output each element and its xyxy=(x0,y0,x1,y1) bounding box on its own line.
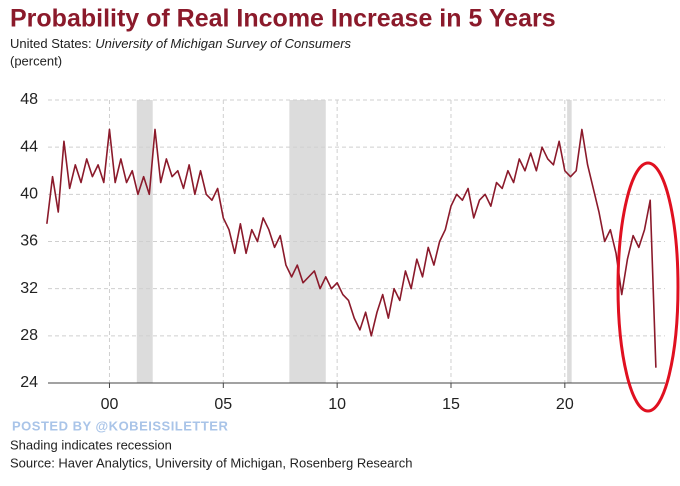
data-line xyxy=(46,128,657,368)
subtitle: United States: University of Michigan Su… xyxy=(10,36,352,51)
subtitle-prefix: United States: xyxy=(10,36,92,51)
source: Source: Haver Analytics, University of M… xyxy=(10,455,412,470)
chart-title: Probability of Real Income Increase in 5… xyxy=(10,5,556,33)
y-tick-label: 40 xyxy=(20,186,38,203)
note: Shading indicates recession xyxy=(10,437,172,452)
subtitle-source: University of Michigan Survey of Consume… xyxy=(95,36,351,51)
unit-label: (percent) xyxy=(10,53,62,68)
y-tick-label: 48 xyxy=(20,91,38,108)
y-tick-label: 28 xyxy=(20,327,38,344)
x-tick-label: 05 xyxy=(214,396,232,413)
y-tick-label: 44 xyxy=(20,138,38,155)
x-tick-label: 15 xyxy=(442,396,460,413)
x-tick-label: 10 xyxy=(328,396,346,413)
plot-area: 24 28 32 36 40 44 48 00 05 10 15 20 xyxy=(20,91,665,413)
x-tick-label: 20 xyxy=(556,396,574,413)
recession-band xyxy=(136,100,153,383)
watermark: POSTED BY @KOBEISSILETTER xyxy=(12,418,228,433)
y-tick-label: 24 xyxy=(20,374,38,391)
y-tick-label: 32 xyxy=(20,280,38,297)
x-tick-label: 00 xyxy=(101,396,119,413)
highlight-ellipse xyxy=(616,161,680,413)
y-tick-label: 36 xyxy=(20,233,38,250)
